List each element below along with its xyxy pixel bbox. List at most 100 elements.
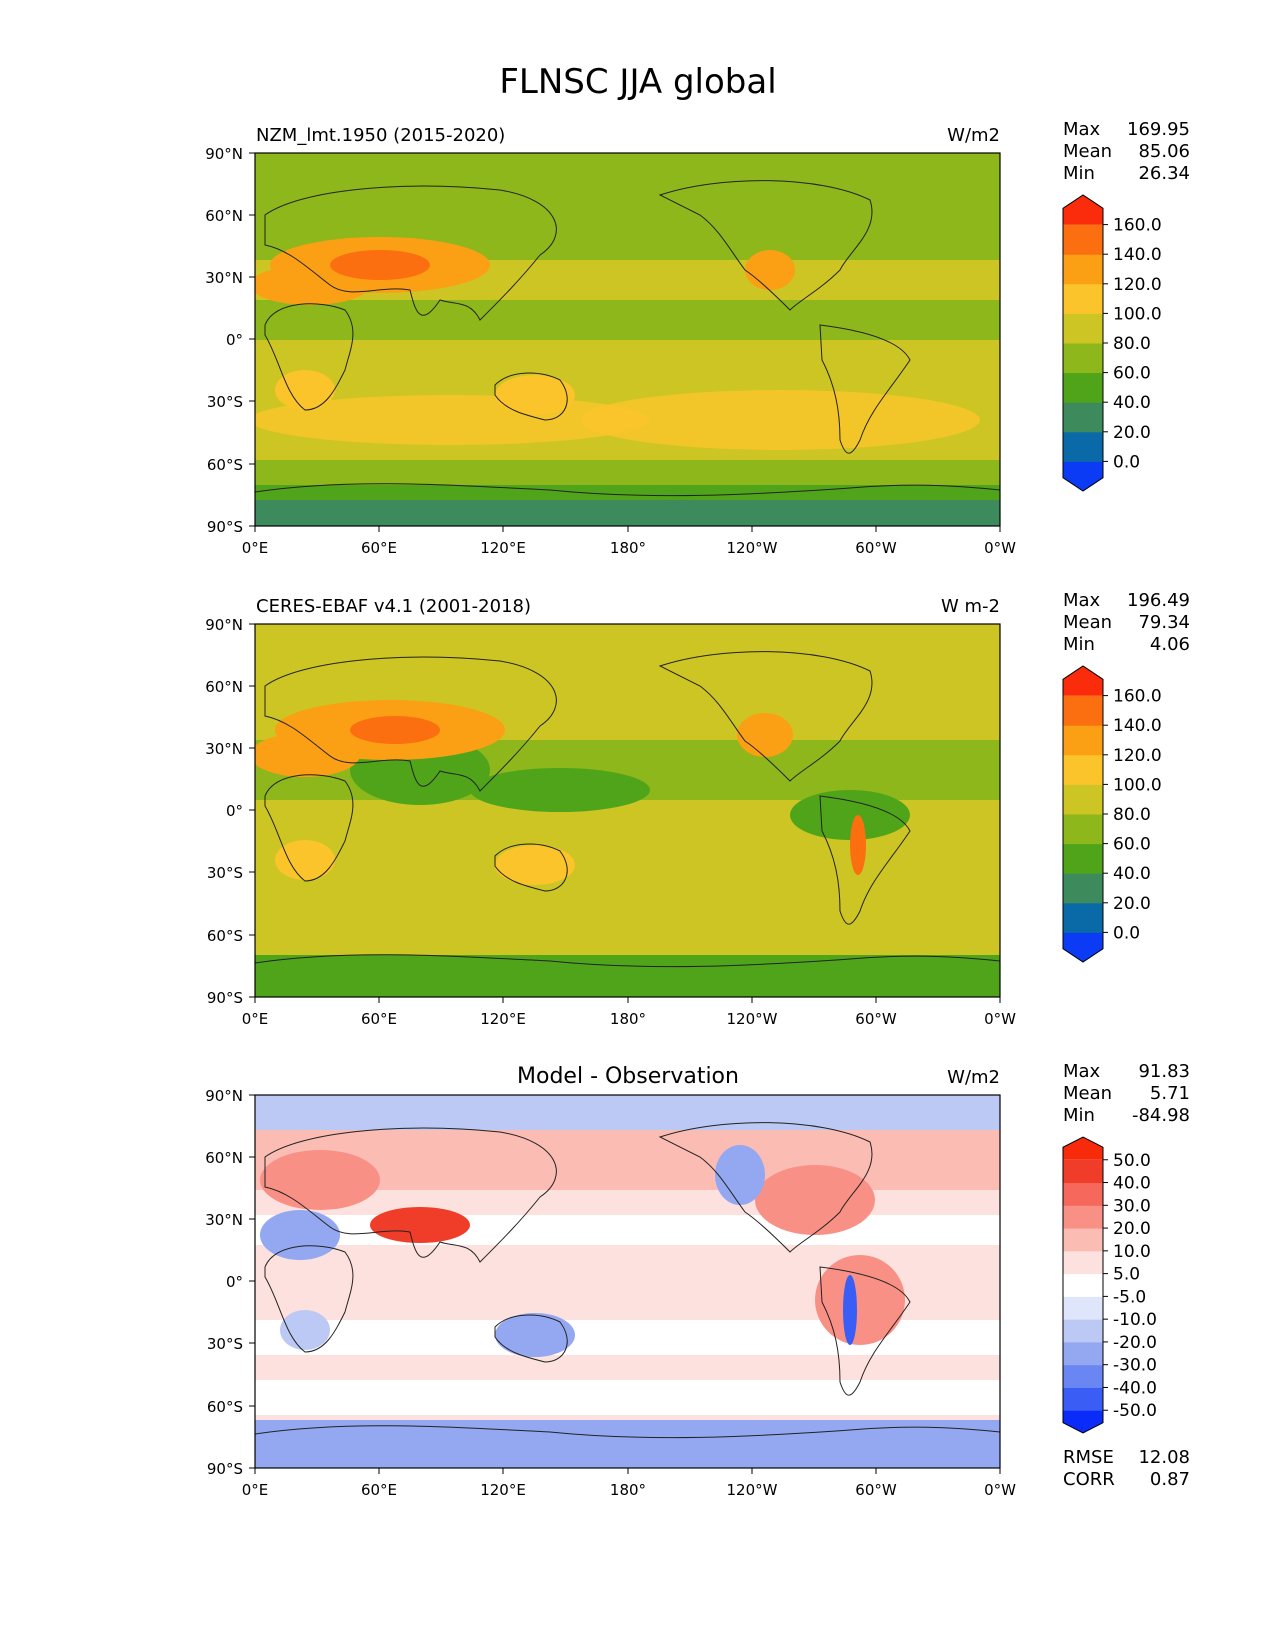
field-patch-north-america <box>745 250 795 290</box>
colorbar-tick-label: 0.0 <box>1113 452 1140 472</box>
xtick-label: 60°W <box>855 539 897 557</box>
ytick-label: 90°N <box>205 1087 243 1105</box>
colorbar-segment <box>1063 784 1103 815</box>
colorbar-tick-label: 10.0 <box>1113 1242 1151 1262</box>
stat-label: Min <box>1063 163 1095 184</box>
stat-value: 169.95 <box>1127 119 1190 140</box>
colorbar-segment <box>1063 902 1103 933</box>
coast-africa <box>264 774 354 882</box>
colorbar-tick-label: 30.0 <box>1113 1196 1151 1216</box>
ytick-label: 0° <box>226 1273 243 1291</box>
colorbar-segment <box>1063 1296 1103 1320</box>
map-field <box>255 1095 1000 1468</box>
xtick-label: 60°E <box>361 1481 397 1499</box>
field-patch-australia <box>495 375 575 415</box>
colorbar-segment <box>1063 283 1103 314</box>
ytick-label: 60°S <box>207 927 243 945</box>
colorbar-segment <box>1063 431 1103 462</box>
field-patch-australia <box>495 1313 575 1357</box>
colorbar: 160.0 140.0 120.0 100.0 80.0 60.0 40.0 20.0 0.0 <box>1062 665 1162 963</box>
xtick-label: 60°E <box>361 539 397 557</box>
stat-value: 196.49 <box>1127 590 1190 611</box>
ytick-label: 30°S <box>207 393 243 411</box>
colorbar-segment <box>1063 695 1103 726</box>
colorbar-tick-label: -30.0 <box>1113 1356 1157 1376</box>
xtick-label: 0°E <box>242 539 269 557</box>
colorbar-tick-label: 160.0 <box>1113 216 1162 236</box>
stat-label: Min <box>1063 1105 1095 1126</box>
xtick-label: 120°W <box>727 1481 778 1499</box>
colorbar-tick-label: 50.0 <box>1113 1151 1151 1171</box>
colorbar-tick-label: 0.0 <box>1113 923 1140 943</box>
colorbar-tick-label: 80.0 <box>1113 334 1151 354</box>
panel-units: W m-2 <box>941 596 1000 617</box>
field-patch-west-pacific <box>470 768 650 812</box>
field-patch-andes <box>850 815 866 875</box>
colorbar: 160.0 140.0 120.0 100.0 80.0 60.0 40.0 20.0 0.0 <box>1062 194 1162 492</box>
metric-label: CORR <box>1063 1469 1115 1490</box>
colorbar-tick-label: 60.0 <box>1113 835 1151 855</box>
xtick-label: 0°W <box>984 1481 1016 1499</box>
colorbar-segment <box>1063 1182 1103 1206</box>
panel-title: NZM_lmt.1950 (2015-2020) <box>256 125 505 146</box>
field-band-subtropic-north <box>255 1215 1000 1245</box>
colorbar-segment <box>1063 313 1103 344</box>
coast-australia <box>494 1314 568 1363</box>
ytick-label: 30°N <box>205 269 243 287</box>
field-patch-tibet <box>370 1207 470 1243</box>
field-patch-southern-africa <box>280 1310 330 1350</box>
xtick-label: 0°W <box>984 539 1016 557</box>
field-band-arctic <box>255 1095 1000 1130</box>
field-patch-europe <box>260 1150 380 1210</box>
field-band-antarctic <box>255 955 1000 997</box>
colorbar-segment <box>1063 814 1103 845</box>
coast-south-america <box>819 1266 911 1396</box>
colorbar-segment <box>1063 1137 1103 1160</box>
coast-north-america <box>658 180 873 311</box>
panel-model: NZM_lmt.1950 (2015-2020) W/m2 <box>205 119 1190 557</box>
colorbar-outline <box>1062 194 1104 492</box>
colorbar-tick-label: 100.0 <box>1113 304 1162 324</box>
map-field <box>255 624 1000 997</box>
colorbar-tick-label: 40.0 <box>1113 1174 1151 1194</box>
panel-title: Model - Observation <box>517 1064 739 1089</box>
colorbar-tick-label: 80.0 <box>1113 805 1151 825</box>
colorbar-outline <box>1062 1136 1104 1434</box>
colorbar-tick-label: -20.0 <box>1113 1333 1157 1353</box>
stat-label: Max <box>1063 1061 1101 1082</box>
xtick-label: 120°W <box>727 1010 778 1028</box>
colorbar-segment <box>1063 1159 1103 1184</box>
xtick-label: 60°W <box>855 1010 897 1028</box>
coastlines <box>255 1122 1000 1439</box>
field-patch-australia <box>495 845 575 885</box>
stat-value: 79.34 <box>1138 612 1190 633</box>
colorbar-tick-label: 60.0 <box>1113 364 1151 384</box>
ytick-label: 0° <box>226 331 243 349</box>
coast-australia <box>494 843 568 892</box>
coast-africa <box>264 1245 354 1353</box>
ytick-label: 60°N <box>205 1149 243 1167</box>
panel-units: W/m2 <box>947 1067 1000 1088</box>
colorbar-segment <box>1063 1250 1103 1275</box>
ytick-label: 90°N <box>205 616 243 634</box>
colorbar-segment <box>1063 343 1103 374</box>
colorbar-tick-label: -40.0 <box>1113 1378 1157 1398</box>
stat-value: 26.34 <box>1138 163 1190 184</box>
xtick-label: 0°E <box>242 1010 269 1028</box>
colorbar-segment <box>1063 461 1103 491</box>
xtick-label: 180° <box>610 1481 646 1499</box>
colorbar-segment <box>1063 843 1103 874</box>
field-patch-south-america <box>815 1255 905 1345</box>
coast-antarctica <box>255 954 1000 968</box>
xtick-label: 120°E <box>480 539 526 557</box>
coast-antarctica <box>255 483 1000 497</box>
ytick-label: 30°N <box>205 1211 243 1229</box>
colorbar-tick-label: -5.0 <box>1113 1287 1146 1307</box>
colorbar-segment <box>1063 932 1103 962</box>
stat-label: Mean <box>1063 141 1112 162</box>
coast-africa <box>264 303 354 411</box>
field-band-south-ocean <box>255 1380 1000 1415</box>
field-patch-sahara <box>260 1210 340 1260</box>
colorbar-segment <box>1063 873 1103 904</box>
colorbar-tick-label: 120.0 <box>1113 275 1162 295</box>
